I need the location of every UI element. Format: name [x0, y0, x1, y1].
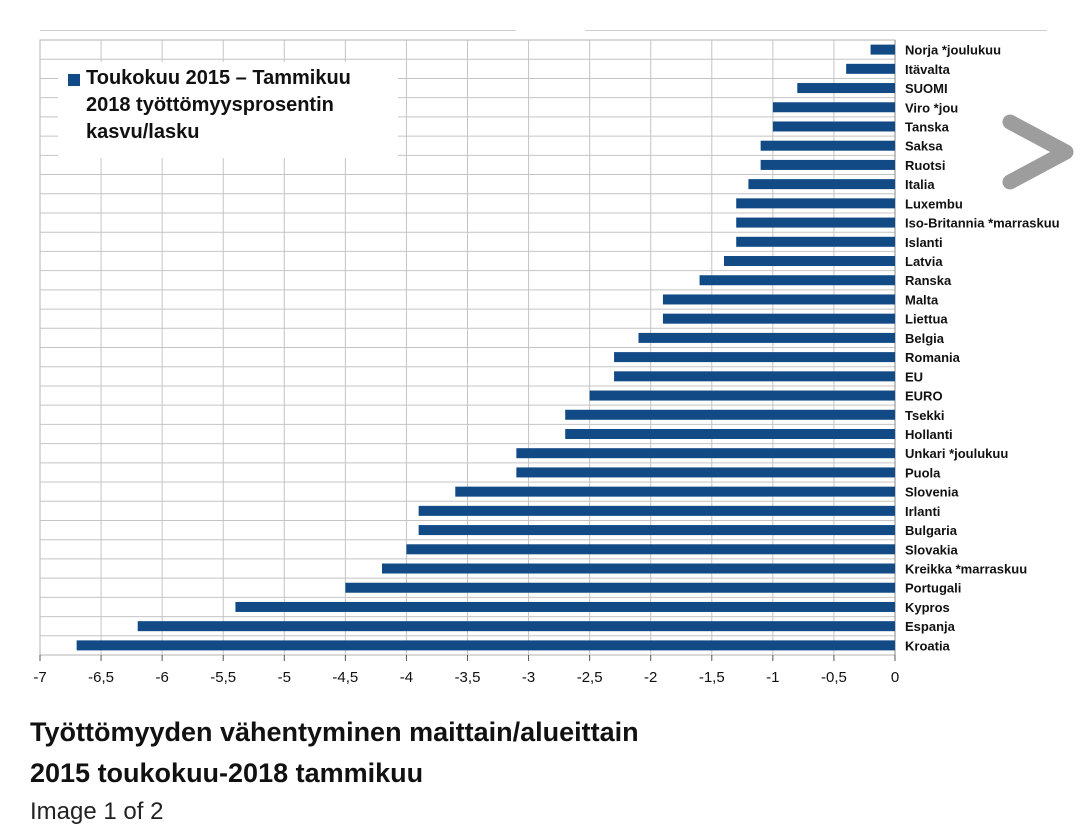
x-tick-label: -5 [278, 669, 291, 686]
x-tick-label: -0,5 [821, 669, 847, 686]
x-tick-label: -2 [644, 669, 657, 686]
legend-label: Toukokuu 2015 – Tammikuu 2018 työttömyys… [86, 67, 351, 143]
bar [614, 352, 895, 363]
bar [565, 409, 895, 420]
category-label: Viro *jou [905, 100, 958, 115]
x-tick-label: 0 [891, 669, 899, 686]
bar [870, 44, 895, 55]
category-label: Slovakia [905, 542, 959, 557]
category-label: Kroatia [905, 638, 951, 653]
x-tick-label: -3,5 [455, 669, 481, 686]
bar [137, 621, 895, 632]
category-label: SUOMI [905, 81, 948, 96]
bar [382, 563, 895, 574]
bar [760, 159, 895, 170]
bar [699, 275, 895, 286]
bar [418, 505, 895, 516]
category-label: EU [905, 369, 923, 384]
image-caption: Työttömyyden vähentyminen maittain/aluei… [30, 712, 1070, 794]
category-label: Espanja [905, 619, 956, 634]
category-label: Hollanti [905, 427, 953, 442]
caption-line-2: 2015 toukokuu-2018 tammikuu [30, 758, 424, 788]
bar [772, 102, 895, 113]
bar [516, 448, 895, 459]
category-label: Latvia [905, 254, 943, 269]
category-label: Belgia [905, 331, 945, 346]
x-tick-label: -2,5 [577, 669, 603, 686]
category-label: Itävalta [905, 62, 951, 77]
bar [846, 63, 895, 74]
x-tick-label: -4 [400, 669, 413, 686]
category-label: Slovenia [905, 485, 959, 500]
category-label: Unkari *joulukuu [905, 446, 1008, 461]
next-image-button[interactable] [1000, 108, 1080, 196]
x-tick-label: -1 [766, 669, 779, 686]
bar [724, 256, 895, 267]
bar [614, 371, 895, 382]
bar [772, 121, 895, 132]
category-label: Malta [905, 292, 939, 307]
bar [345, 582, 895, 593]
bar [589, 390, 895, 401]
x-tick-label: -6 [155, 669, 168, 686]
chart-legend: Toukokuu 2015 – Tammikuu 2018 työttömyys… [58, 62, 398, 158]
bar [455, 486, 895, 497]
category-label: Italia [905, 177, 935, 192]
category-label: Liettua [905, 312, 948, 327]
caption-line-1: Työttömyyden vähentyminen maittain/aluei… [30, 717, 639, 747]
category-label: Irlanti [905, 504, 940, 519]
x-tick-label: -3 [522, 669, 535, 686]
x-tick-label: -6,5 [88, 669, 114, 686]
bar [748, 179, 895, 190]
category-label: Ruotsi [905, 158, 945, 173]
category-label: Iso-Britannia *marraskuu [905, 216, 1060, 231]
bar [760, 140, 895, 151]
bar [797, 83, 895, 94]
category-label: Norja *joulukuu [905, 43, 1001, 58]
category-label: EURO [905, 389, 943, 404]
category-label: Puola [905, 465, 941, 480]
x-tick-label: -5,5 [210, 669, 236, 686]
bar [235, 601, 895, 612]
x-tick-label: -4,5 [332, 669, 358, 686]
chart-area: -7 -6,5 -6 -5,5 -5 -4,5 -4 -3,5 -3 -2,5 -2 -1,5 -1 -0… [33, 30, 1080, 686]
bar [406, 544, 895, 555]
bar [736, 236, 895, 247]
bar [662, 313, 895, 324]
category-label: Romania [905, 350, 961, 365]
top-divider-left [40, 30, 516, 31]
category-label: Luxembu [905, 196, 963, 211]
legend-swatch [68, 74, 80, 86]
category-label: Islanti [905, 235, 943, 250]
category-label: Kypros [905, 600, 950, 615]
category-label: Bulgaria [905, 523, 958, 538]
category-label: Kreikka *marraskuu [905, 562, 1027, 577]
bar [736, 217, 895, 228]
bar [736, 198, 895, 209]
category-label: Tsekki [905, 408, 945, 423]
x-tick-label: -7 [33, 669, 46, 686]
bar [565, 428, 895, 439]
bar [516, 467, 895, 478]
category-label: Portugali [905, 581, 961, 596]
chevron-right-icon [1002, 114, 1074, 190]
category-label: Saksa [905, 139, 943, 154]
category-label: Ranska [905, 273, 952, 288]
bar [76, 640, 895, 651]
image-counter: Image 1 of 2 [30, 798, 164, 825]
bar [418, 525, 895, 536]
x-tick-label: -1,5 [699, 669, 725, 686]
category-label: Tanska [905, 119, 950, 134]
bar [662, 294, 895, 305]
top-divider-right [585, 30, 1047, 31]
bar [638, 332, 895, 343]
